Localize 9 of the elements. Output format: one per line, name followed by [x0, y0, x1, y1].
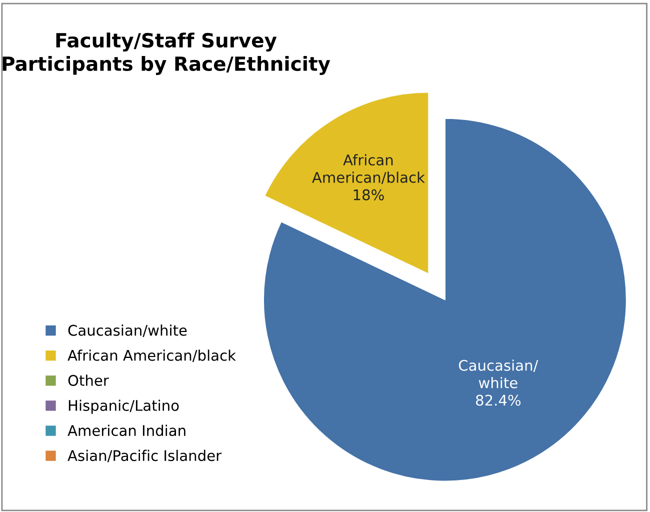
- legend-label: Caucasian/white: [68, 324, 187, 337]
- data-label: Caucasian/ white 82.4%: [458, 360, 538, 406]
- legend-label: Other: [68, 374, 109, 386]
- legend-label: Hispanic/Latino: [68, 400, 179, 414]
- legend-label: Asian/Pacific Islander: [68, 450, 222, 462]
- legend-label: American Indian: [68, 424, 186, 436]
- chart-title: Faculty/Staff Survey Participants by Race/Ethnicity: [2, 32, 330, 75]
- data-label: African American/black 18%: [312, 154, 425, 200]
- legend-label: African American/black: [68, 350, 236, 362]
